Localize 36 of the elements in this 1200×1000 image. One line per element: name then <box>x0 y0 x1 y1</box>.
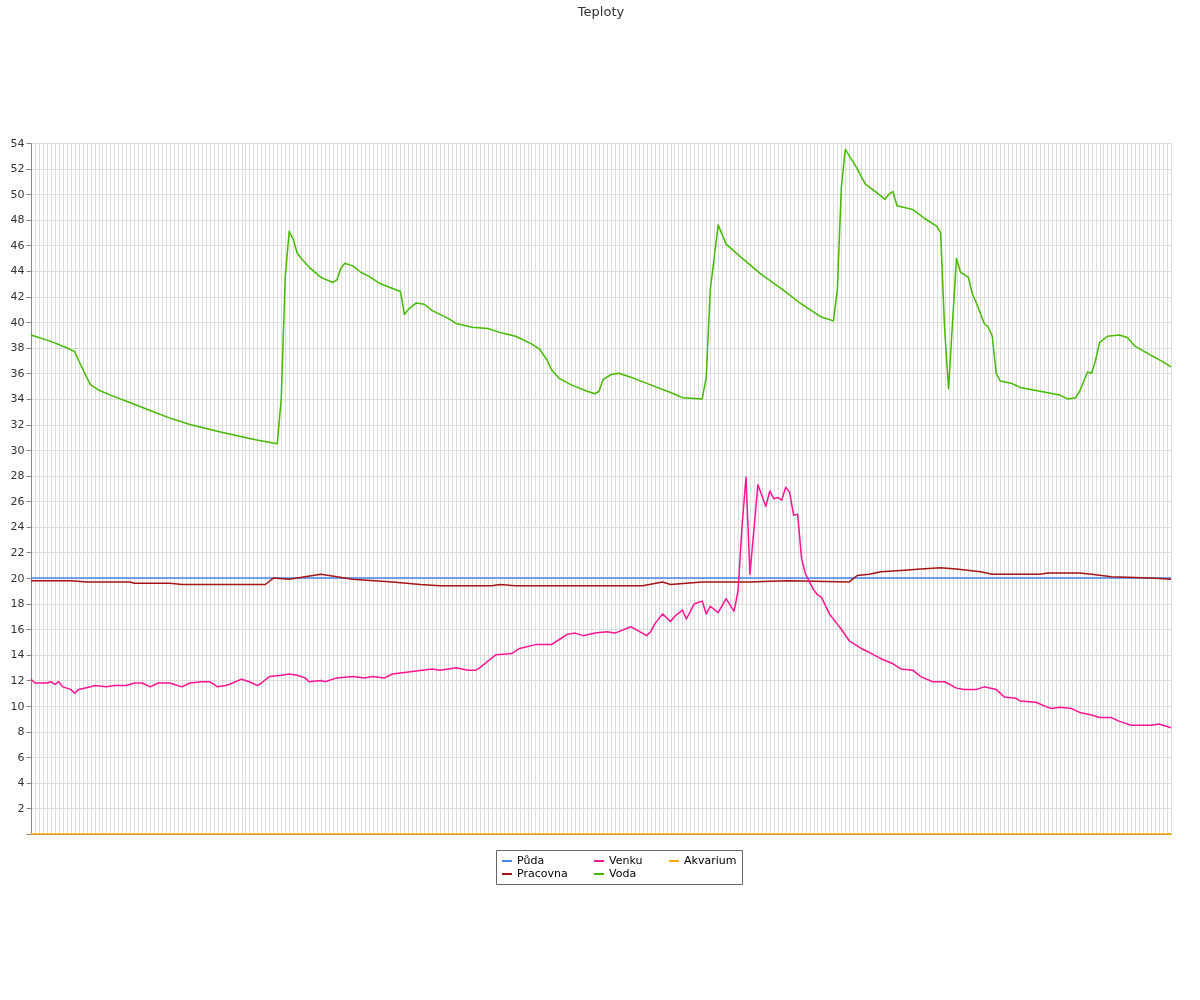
y-tick-label: 36 <box>10 366 25 380</box>
y-tick-label: 22 <box>10 545 25 559</box>
legend-label: Pracovna <box>517 867 568 880</box>
y-tick-label: 2 <box>17 801 25 815</box>
line-series <box>30 476 1172 729</box>
legend-label: Půda <box>517 854 545 867</box>
y-tick-label: 6 <box>17 750 25 764</box>
y-tick-label: 24 <box>10 520 25 534</box>
y-tick-label: 32 <box>10 418 25 432</box>
y-tick-label: 20 <box>10 571 25 585</box>
chart-title: Teploty <box>576 4 625 19</box>
y-tick-label: 54 <box>10 136 25 150</box>
y-tick-label: 8 <box>17 725 25 739</box>
y-tick-label: 30 <box>10 443 25 457</box>
y-tick-label: 26 <box>10 494 25 508</box>
line-series <box>30 567 1172 587</box>
y-tick-label: 18 <box>10 597 25 611</box>
y-tick-label: 12 <box>10 673 25 687</box>
y-tick-label: 4 <box>17 776 25 790</box>
y-tick-label: 40 <box>10 315 25 329</box>
legend-label: Voda <box>609 867 637 880</box>
y-tick-label: 14 <box>10 648 25 662</box>
legend-label: Akvarium <box>684 854 737 867</box>
y-tick-label: 38 <box>10 341 25 355</box>
y-tick-label: 28 <box>10 469 25 483</box>
y-tick-label: 52 <box>10 162 25 176</box>
y-tick-label: 48 <box>10 213 25 227</box>
y-tick-label: 50 <box>10 187 25 201</box>
y-tick-label: 10 <box>10 699 25 713</box>
y-tick-label: 42 <box>10 290 25 304</box>
line-series <box>30 148 1172 445</box>
y-tick-label: 46 <box>10 238 25 252</box>
y-tick-label: 34 <box>10 392 25 406</box>
y-tick-label: 16 <box>10 622 25 636</box>
y-tick-label: 44 <box>10 264 25 278</box>
legend-label: Venku <box>609 854 643 867</box>
